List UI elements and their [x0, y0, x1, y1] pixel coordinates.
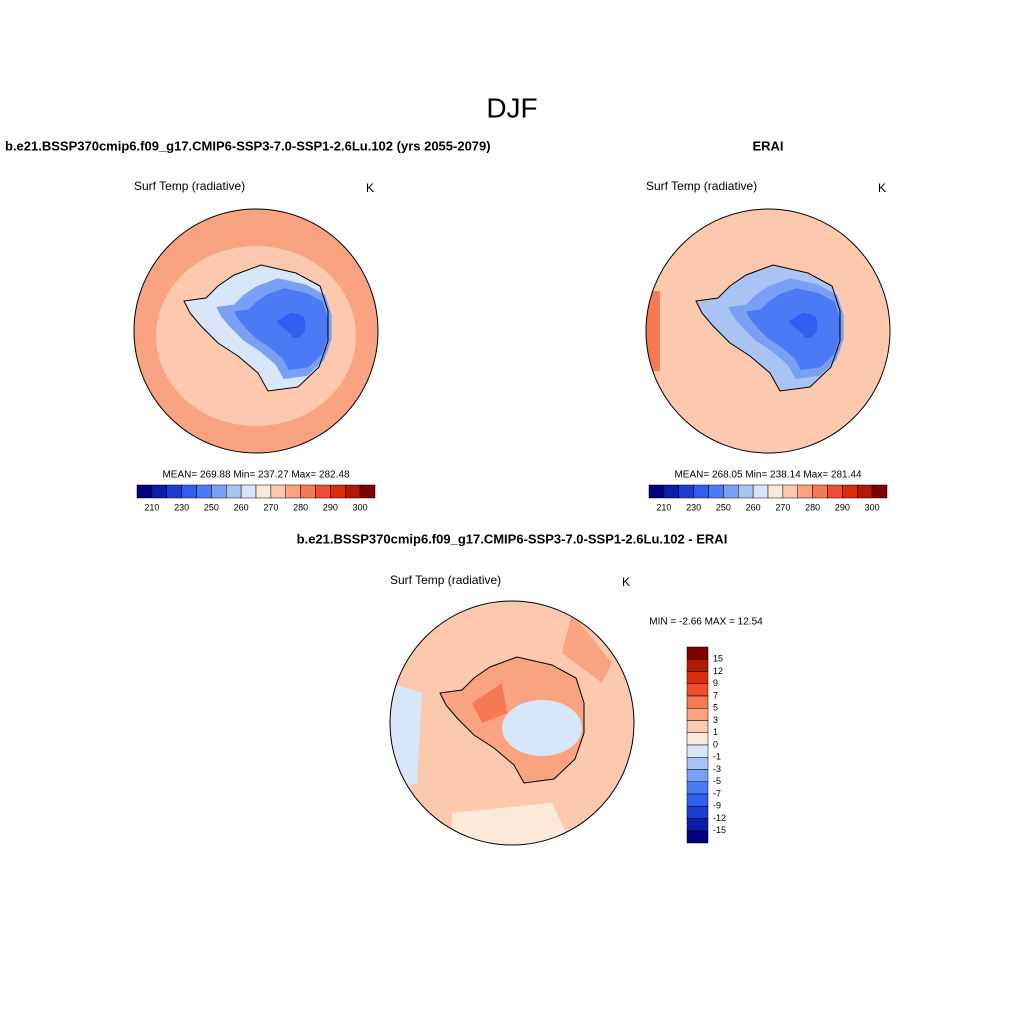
- colorbar-label: 280: [805, 502, 820, 512]
- colorbar-label: 1: [713, 727, 718, 737]
- units-label: K: [622, 575, 630, 589]
- colorbar-label: 300: [353, 502, 368, 512]
- map: [390, 601, 634, 845]
- colorbar-label: 12: [713, 666, 723, 676]
- colorbar-box: [226, 484, 242, 499]
- colorbar-label: -1: [713, 752, 721, 762]
- colorbar-label: -5: [713, 776, 721, 786]
- colorbar-label: 3: [713, 715, 718, 725]
- colorbar-box: [857, 484, 873, 499]
- colorbar-box: [196, 484, 212, 499]
- panel-title: ERAI: [752, 138, 783, 153]
- colorbar-box: [686, 720, 709, 733]
- colorbar-box: [270, 484, 286, 499]
- colorbar-box: [678, 484, 694, 499]
- colorbar-label: 260: [234, 502, 249, 512]
- variable-label: Surf Temp (radiative): [134, 179, 245, 193]
- colorbar-box: [686, 769, 709, 782]
- colorbar-box: [686, 695, 709, 709]
- colorbar-label: 260: [746, 502, 761, 512]
- colorbar-box: [767, 484, 784, 499]
- colorbar-box: [345, 484, 361, 499]
- colorbar-box: [686, 683, 709, 697]
- colorbar-label: 5: [713, 703, 718, 713]
- colorbar-label: 290: [835, 502, 850, 512]
- units-label: K: [878, 181, 886, 195]
- colorbar-label: 0: [713, 739, 718, 749]
- colorbar-label: 250: [716, 502, 731, 512]
- colorbar-box: [686, 732, 709, 746]
- colorbar-box: [166, 484, 182, 499]
- colorbar-box: [211, 484, 227, 499]
- colorbar-box: [723, 484, 739, 499]
- colorbar-box: [686, 646, 709, 660]
- stats-label: MEAN= 269.88 Min= 237.27 Max= 282.48: [162, 470, 350, 481]
- colorbar-label: 270: [263, 502, 278, 512]
- colorbar-label: 280: [293, 502, 308, 512]
- colorbar-box: [693, 484, 709, 499]
- colorbar-box: [300, 484, 316, 499]
- colorbar-box: [151, 484, 167, 499]
- colorbar-label: 290: [323, 502, 338, 512]
- colorbar-box: [330, 484, 346, 499]
- colorbar-box: [686, 744, 709, 758]
- colorbar-label: -12: [713, 813, 726, 823]
- colorbar-box: [752, 484, 769, 499]
- colorbar-box: [812, 484, 828, 499]
- colorbar-label: 300: [865, 502, 880, 512]
- map: [134, 209, 378, 453]
- stats-label: MIN = -2.66 MAX = 12.54: [649, 617, 763, 628]
- colorbar-box: [181, 484, 197, 499]
- colorbar-box: [686, 818, 709, 831]
- colorbar-box: [686, 793, 709, 807]
- colorbar-label: -3: [713, 764, 721, 774]
- figure-title: DJF: [486, 92, 537, 123]
- colorbar-box: [782, 484, 798, 499]
- colorbar-label: 7: [713, 690, 718, 700]
- colorbar-box: [686, 781, 709, 795]
- map-border: [133, 208, 379, 454]
- colorbar-label: 9: [713, 678, 718, 688]
- colorbar-label: -7: [713, 788, 721, 798]
- colorbar-box: [686, 671, 709, 684]
- colorbar-box: [136, 484, 153, 499]
- colorbar-box: [255, 484, 272, 499]
- colorbar-box: [708, 484, 724, 499]
- variable-label: Surf Temp (radiative): [646, 179, 757, 193]
- colorbar-label: 210: [144, 502, 159, 512]
- colorbar-label: -9: [713, 801, 721, 811]
- colorbar-label: 250: [204, 502, 219, 512]
- map-border: [389, 600, 635, 846]
- colorbar-box: [663, 484, 679, 499]
- colorbar-box: [359, 484, 376, 499]
- colorbar-box: [871, 484, 888, 499]
- colorbar-box: [686, 830, 709, 844]
- colorbar-label: 210: [656, 502, 671, 512]
- map: [646, 209, 890, 453]
- colorbar-box: [648, 484, 665, 499]
- colorbar-box: [315, 484, 331, 499]
- colorbar-box: [797, 484, 813, 499]
- colorbar-box: [686, 757, 709, 770]
- units-label: K: [366, 181, 374, 195]
- colorbar-label: -15: [713, 825, 726, 835]
- colorbar-box: [285, 484, 301, 499]
- colorbar-box: [842, 484, 858, 499]
- colorbar-box: [686, 806, 709, 819]
- panel-title: b.e21.BSSP370cmip6.f09_g17.CMIP6-SSP3-7.…: [5, 138, 491, 153]
- colorbar-label: 230: [174, 502, 189, 512]
- panel-title: b.e21.BSSP370cmip6.f09_g17.CMIP6-SSP3-7.…: [297, 531, 728, 546]
- variable-label: Surf Temp (radiative): [390, 573, 501, 587]
- map-border: [645, 208, 891, 454]
- colorbar-box: [738, 484, 754, 499]
- colorbar-box: [827, 484, 843, 499]
- colorbar-label: 15: [713, 654, 723, 664]
- colorbar-label: 270: [775, 502, 790, 512]
- colorbar-box: [686, 708, 709, 721]
- colorbar-box: [686, 659, 709, 672]
- stats-label: MEAN= 268.05 Min= 238.14 Max= 281.44: [674, 470, 862, 481]
- colorbar-label: 230: [686, 502, 701, 512]
- colorbar-box: [240, 484, 257, 499]
